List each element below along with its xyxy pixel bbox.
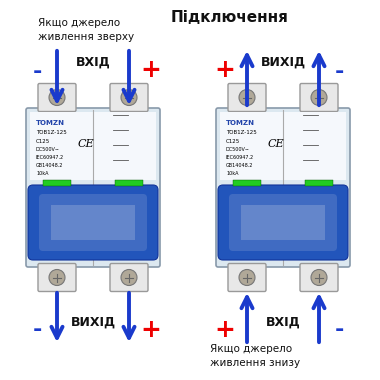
Bar bbox=[30, 112, 156, 180]
FancyBboxPatch shape bbox=[216, 108, 350, 267]
Bar bbox=[51, 205, 135, 240]
Text: -: - bbox=[334, 62, 344, 82]
Text: Якщо джерело
живлення зверху: Якщо джерело живлення зверху bbox=[38, 18, 134, 42]
Bar bbox=[43, 180, 71, 186]
Text: TOB1Z-125: TOB1Z-125 bbox=[226, 130, 257, 135]
Text: ВИХІД: ВИХІД bbox=[70, 315, 116, 328]
Text: CE: CE bbox=[268, 139, 285, 149]
Bar bbox=[115, 180, 143, 186]
FancyBboxPatch shape bbox=[110, 84, 148, 111]
FancyBboxPatch shape bbox=[28, 185, 158, 260]
FancyBboxPatch shape bbox=[26, 108, 160, 267]
FancyBboxPatch shape bbox=[218, 185, 348, 260]
Text: ВХІД: ВХІД bbox=[76, 55, 110, 68]
Text: DC500V∼: DC500V∼ bbox=[36, 147, 60, 152]
Text: TOMZN: TOMZN bbox=[226, 120, 255, 126]
FancyBboxPatch shape bbox=[228, 263, 266, 291]
FancyBboxPatch shape bbox=[110, 263, 148, 291]
Text: 10kA: 10kA bbox=[36, 171, 49, 176]
Circle shape bbox=[311, 90, 327, 106]
Text: IEC60947.2: IEC60947.2 bbox=[36, 155, 64, 160]
Text: DC500V∼: DC500V∼ bbox=[226, 147, 250, 152]
Text: -: - bbox=[334, 320, 344, 340]
Text: GB14048.2: GB14048.2 bbox=[226, 163, 253, 168]
Circle shape bbox=[239, 269, 255, 285]
Circle shape bbox=[239, 90, 255, 106]
Bar bbox=[241, 205, 325, 240]
Text: -: - bbox=[32, 62, 42, 82]
Text: +: + bbox=[215, 318, 236, 342]
FancyBboxPatch shape bbox=[39, 194, 147, 251]
Text: 10kA: 10kA bbox=[226, 171, 239, 176]
Text: ВХІД: ВХІД bbox=[266, 315, 300, 328]
Text: Якщо джерело
живлення знизу: Якщо джерело живлення знизу bbox=[210, 344, 300, 368]
Text: CE: CE bbox=[78, 139, 95, 149]
Circle shape bbox=[311, 269, 327, 285]
Circle shape bbox=[121, 269, 137, 285]
Text: TOMZN: TOMZN bbox=[36, 120, 65, 126]
Text: C125: C125 bbox=[226, 139, 240, 144]
FancyBboxPatch shape bbox=[300, 263, 338, 291]
Text: +: + bbox=[141, 318, 162, 342]
Bar bbox=[305, 180, 333, 186]
Circle shape bbox=[49, 90, 65, 106]
Bar bbox=[233, 180, 261, 186]
Text: +: + bbox=[215, 58, 236, 82]
Text: -: - bbox=[32, 320, 42, 340]
Text: GB14048.2: GB14048.2 bbox=[36, 163, 63, 168]
Text: Підключення: Підключення bbox=[171, 10, 289, 25]
Text: C125: C125 bbox=[36, 139, 50, 144]
Text: ВИХІД: ВИХІД bbox=[260, 55, 306, 68]
Circle shape bbox=[49, 269, 65, 285]
FancyBboxPatch shape bbox=[38, 263, 76, 291]
FancyBboxPatch shape bbox=[229, 194, 337, 251]
Circle shape bbox=[121, 90, 137, 106]
Text: TOB1Z-125: TOB1Z-125 bbox=[36, 130, 67, 135]
FancyBboxPatch shape bbox=[38, 84, 76, 111]
FancyBboxPatch shape bbox=[228, 84, 266, 111]
Text: IEC60947.2: IEC60947.2 bbox=[226, 155, 254, 160]
Bar bbox=[220, 112, 346, 180]
Text: +: + bbox=[141, 58, 162, 82]
FancyBboxPatch shape bbox=[300, 84, 338, 111]
